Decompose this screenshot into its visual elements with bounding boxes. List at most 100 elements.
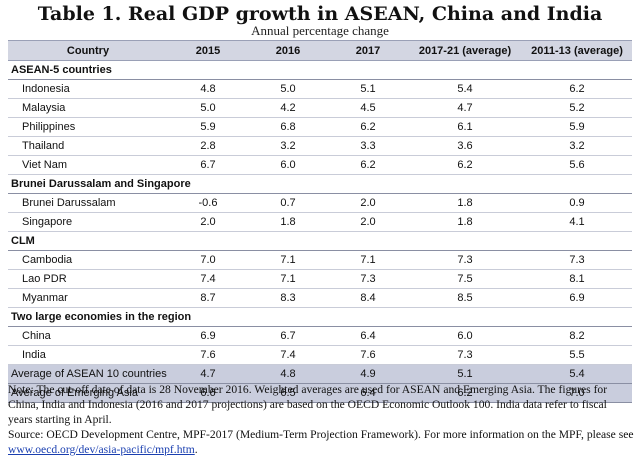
header-2011-13-average: 2011-13 (average) bbox=[522, 40, 632, 61]
value-cell: 5.2 bbox=[522, 98, 632, 118]
value-cell: 7.5 bbox=[408, 269, 522, 289]
value-cell: 6.1 bbox=[408, 117, 522, 137]
value-cell: 7.3 bbox=[522, 250, 632, 270]
value-cell: 8.3 bbox=[248, 288, 328, 308]
country-name: Singapore bbox=[8, 212, 168, 232]
table-row: Viet Nam 6.7 6.0 6.2 6.2 5.6 bbox=[8, 155, 632, 175]
value-cell: 5.9 bbox=[522, 117, 632, 137]
value-cell: 7.4 bbox=[168, 269, 248, 289]
value-cell: 6.9 bbox=[168, 326, 248, 346]
table-notes: Note: The cut-off date of data is 28 Nov… bbox=[8, 382, 634, 457]
value-cell: 6.6 bbox=[168, 383, 248, 403]
value-cell: 6.4 bbox=[328, 383, 408, 403]
header-2017: 2017 bbox=[328, 40, 408, 61]
value-cell: 6.2 bbox=[522, 79, 632, 99]
value-cell: 3.6 bbox=[408, 136, 522, 156]
average-name: Average of Emerging Asia bbox=[8, 383, 168, 403]
value-cell: 5.0 bbox=[248, 79, 328, 99]
group-label: ASEAN-5 countries bbox=[8, 60, 632, 80]
value-cell: 4.2 bbox=[248, 98, 328, 118]
value-cell: 4.1 bbox=[522, 212, 632, 232]
value-cell: 5.4 bbox=[522, 364, 632, 384]
value-cell: 4.5 bbox=[328, 98, 408, 118]
value-cell: 6.0 bbox=[408, 326, 522, 346]
country-name: Philippines bbox=[8, 117, 168, 137]
country-name: Viet Nam bbox=[8, 155, 168, 175]
value-cell: 8.5 bbox=[408, 288, 522, 308]
value-cell: 3.2 bbox=[248, 136, 328, 156]
value-cell: 0.9 bbox=[522, 193, 632, 213]
value-cell: 6.9 bbox=[522, 288, 632, 308]
table-row: Malaysia 5.0 4.2 4.5 4.7 5.2 bbox=[8, 98, 632, 118]
value-cell: 7.3 bbox=[328, 269, 408, 289]
value-cell: 6.7 bbox=[168, 155, 248, 175]
group-header-row: CLM bbox=[8, 231, 632, 251]
value-cell: 7.1 bbox=[248, 269, 328, 289]
group-label: CLM bbox=[8, 231, 632, 251]
value-cell: 4.8 bbox=[248, 364, 328, 384]
table-row: Cambodia 7.0 7.1 7.1 7.3 7.3 bbox=[8, 250, 632, 270]
country-name: Brunei Darussalam bbox=[8, 193, 168, 213]
value-cell: 1.8 bbox=[408, 212, 522, 232]
header-2016: 2016 bbox=[248, 40, 328, 61]
table-row: China 6.9 6.7 6.4 6.0 8.2 bbox=[8, 326, 632, 346]
value-cell: 1.8 bbox=[408, 193, 522, 213]
value-cell: 4.8 bbox=[168, 79, 248, 99]
value-cell: 7.6 bbox=[328, 345, 408, 365]
value-cell: 7.3 bbox=[408, 250, 522, 270]
table-row: India 7.6 7.4 7.6 7.3 5.5 bbox=[8, 345, 632, 365]
table-subtitle: Annual percentage change bbox=[251, 23, 389, 38]
table-title: Table 1. Real GDP growth in ASEAN, China… bbox=[37, 3, 603, 25]
value-cell: 7.0 bbox=[168, 250, 248, 270]
value-cell: 6.2 bbox=[328, 155, 408, 175]
mpf-link[interactable]: www.oecd.org/dev/asia-pacific/mpf.htm bbox=[8, 443, 195, 456]
country-name: India bbox=[8, 345, 168, 365]
table-row: Singapore 2.0 1.8 2.0 1.8 4.1 bbox=[8, 212, 632, 232]
value-cell: 0.7 bbox=[248, 193, 328, 213]
average-name: Average of ASEAN 10 countries bbox=[8, 364, 168, 384]
value-cell: 8.1 bbox=[522, 269, 632, 289]
country-name: Lao PDR bbox=[8, 269, 168, 289]
country-name: Malaysia bbox=[8, 98, 168, 118]
table-header-row: Country 2015 2016 2017 2017-21 (average)… bbox=[8, 40, 632, 61]
value-cell: 5.1 bbox=[408, 364, 522, 384]
value-cell: 3.2 bbox=[522, 136, 632, 156]
value-cell: 2.0 bbox=[328, 193, 408, 213]
header-2017-21-average: 2017-21 (average) bbox=[408, 40, 522, 61]
source-text: Source: OECD Development Centre, MPF-201… bbox=[8, 427, 634, 457]
value-cell: 7.3 bbox=[408, 345, 522, 365]
value-cell: 6.0 bbox=[248, 155, 328, 175]
country-name: Cambodia bbox=[8, 250, 168, 270]
value-cell: 5.6 bbox=[522, 155, 632, 175]
value-cell: 5.5 bbox=[522, 345, 632, 365]
value-cell: 2.0 bbox=[168, 212, 248, 232]
value-cell: 6.2 bbox=[408, 383, 522, 403]
country-name: Thailand bbox=[8, 136, 168, 156]
value-cell: 6.4 bbox=[328, 326, 408, 346]
group-header-row: ASEAN-5 countries bbox=[8, 60, 632, 80]
table-body: ASEAN-5 countries Indonesia 4.8 5.0 5.1 5.4 6.… bbox=[8, 60, 632, 403]
note-text: Note: The cut-off date of data is 28 Nov… bbox=[8, 383, 608, 426]
header-2015: 2015 bbox=[168, 40, 248, 61]
value-cell: 7.1 bbox=[328, 250, 408, 270]
table-row: Philippines 5.9 6.8 6.2 6.1 5.9 bbox=[8, 117, 632, 137]
value-cell: 7.0 bbox=[522, 383, 632, 403]
value-cell: 7.6 bbox=[168, 345, 248, 365]
value-cell: 5.4 bbox=[408, 79, 522, 99]
value-cell: -0.6 bbox=[168, 193, 248, 213]
value-cell: 5.1 bbox=[328, 79, 408, 99]
value-cell: 7.4 bbox=[248, 345, 328, 365]
table-row: Brunei Darussalam -0.6 0.7 2.0 1.8 0.9 bbox=[8, 193, 632, 213]
table-row: Thailand 2.8 3.2 3.3 3.6 3.2 bbox=[8, 136, 632, 156]
value-cell: 3.3 bbox=[328, 136, 408, 156]
value-cell: 8.7 bbox=[168, 288, 248, 308]
value-cell: 6.5 bbox=[248, 383, 328, 403]
value-cell: 4.9 bbox=[328, 364, 408, 384]
source-prefix: Source: OECD Development Centre, MPF-201… bbox=[8, 428, 634, 441]
average-row: Average of ASEAN 10 countries 4.7 4.8 4.9 5.… bbox=[8, 364, 632, 384]
table-row: Indonesia 4.8 5.0 5.1 5.4 6.2 bbox=[8, 79, 632, 99]
value-cell: 6.8 bbox=[248, 117, 328, 137]
value-cell: 4.7 bbox=[408, 98, 522, 118]
country-name: China bbox=[8, 326, 168, 346]
header-country: Country bbox=[8, 40, 168, 61]
